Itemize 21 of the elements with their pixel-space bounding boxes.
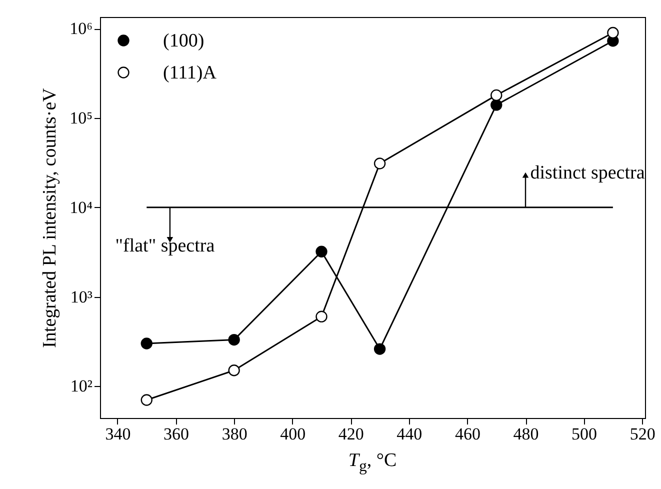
legend-label: (100) xyxy=(163,30,204,52)
x-tick-label: 480 xyxy=(513,424,539,444)
x-tick-label: 420 xyxy=(338,424,364,444)
x-tick-label: 380 xyxy=(222,424,248,444)
annotation: distinct spectra xyxy=(530,162,646,184)
x-tick-label: 400 xyxy=(280,424,306,444)
y-tick-label: 10² xyxy=(70,376,92,396)
x-tick-label: 520 xyxy=(630,424,656,444)
x-tick-label: 340 xyxy=(105,424,131,444)
annotation: "flat" spectra xyxy=(115,235,216,256)
y-tick-label: 10⁴ xyxy=(70,198,93,217)
x-axis-title: T$_{g}$, °C xyxy=(347,450,398,476)
legend-label: (111)A xyxy=(163,62,217,84)
x-tick-label: 460 xyxy=(454,424,480,444)
y-tick-label: 10⁶ xyxy=(70,19,93,38)
x-tick-label: 500 xyxy=(572,424,598,444)
x-tick-label: 440 xyxy=(396,424,422,444)
y-axis-title: Integrated PL intensity, counts·eV xyxy=(40,88,61,348)
x-tick-label: 360 xyxy=(164,424,190,444)
y-tick-label: 10⁵ xyxy=(70,108,93,128)
y-tick-label: 10³ xyxy=(70,287,92,306)
